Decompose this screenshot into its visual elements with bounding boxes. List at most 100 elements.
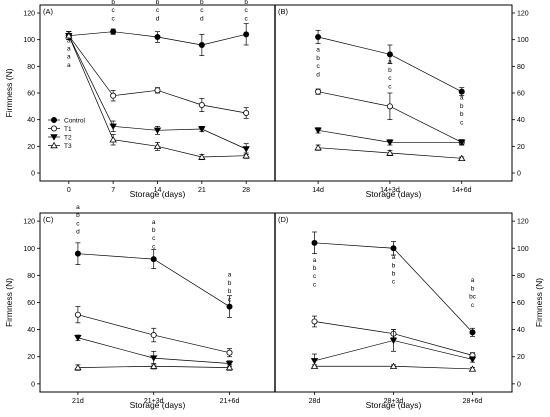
data-point: [109, 123, 117, 130]
data-point: [310, 362, 319, 369]
significance-letter: c: [228, 296, 232, 303]
x-tick-label: 0: [67, 187, 71, 194]
significance-letter: c: [313, 273, 317, 280]
y-tick-label: 0: [31, 171, 35, 178]
significance-letter: c: [471, 302, 475, 309]
significance-letter: d: [316, 71, 320, 78]
significance-letter: c: [76, 220, 80, 227]
y-tick-label: 40: [27, 327, 35, 334]
y-tick-label: 40: [27, 117, 35, 124]
significance-letter: d: [76, 229, 80, 236]
y-tick-label: 80: [27, 64, 35, 71]
significance-letter: c: [245, 15, 249, 22]
x-tick-label: 21: [198, 187, 206, 194]
plot-frame: [39, 212, 276, 393]
legend-entry: T3: [64, 143, 72, 150]
significance-letter: a: [67, 54, 71, 61]
significance-letter: c: [316, 63, 320, 70]
significance-letter: d: [156, 15, 160, 22]
data-point: [386, 103, 393, 110]
x-tick-label: 14+6d: [452, 187, 472, 194]
significance-letter: b: [76, 212, 80, 219]
significance-letter: b: [392, 271, 396, 278]
x-tick-label: 14: [154, 187, 162, 194]
y-tick-label: 20: [517, 144, 525, 151]
significance-letter: c: [460, 119, 464, 126]
data-point: [225, 364, 234, 371]
data-point: [386, 139, 394, 146]
x-tick-label: 21+3d: [144, 398, 164, 405]
legend-marker: [50, 134, 58, 141]
significance-letter: c: [388, 83, 392, 90]
significance-letter: b: [316, 55, 320, 62]
data-point: [198, 42, 205, 49]
significance-letter: c: [388, 75, 392, 82]
y-tick-label: 60: [517, 91, 525, 98]
significance-letter: b: [244, 0, 248, 6]
data-point: [468, 356, 477, 364]
significance-letter: b: [111, 0, 115, 6]
y-tick-label: 80: [517, 64, 525, 71]
y-tick-label: 0: [517, 171, 521, 178]
data-point: [311, 239, 318, 246]
significance-letter: b: [156, 0, 160, 6]
significance-letter: c: [112, 7, 116, 14]
x-axis-title: Storage (days): [366, 189, 422, 199]
data-point: [226, 349, 233, 356]
significance-letter: b: [388, 67, 392, 74]
significance-letter: a: [228, 272, 232, 279]
y-tick-label: 20: [517, 354, 525, 361]
series-t3: [314, 144, 466, 162]
data-point: [386, 149, 394, 156]
y-tick-label: 100: [23, 246, 35, 253]
significance-letter: c: [152, 243, 156, 250]
x-tick-label: 21+6d: [220, 398, 240, 405]
panel-label: (B): [278, 7, 289, 16]
series-t3: [74, 362, 234, 371]
significance-letter: a: [313, 257, 317, 264]
data-point: [154, 34, 161, 41]
data-point: [150, 332, 157, 339]
x-tick-label: 28: [242, 187, 250, 194]
data-point: [242, 152, 250, 159]
significance-letter: b: [471, 285, 475, 292]
series-t3: [65, 31, 250, 161]
y-tick-label: 0: [517, 381, 521, 388]
series-t2: [310, 329, 477, 368]
panel-b: (B) 0 20 40 60 80 100 120 14d 14+3d 14+6d Storage (…: [274, 4, 529, 199]
series-control: [311, 231, 476, 337]
y-tick-label: 100: [517, 37, 529, 44]
plot-frame: [274, 4, 513, 182]
series-line: [68, 35, 247, 114]
series-t1: [315, 88, 465, 146]
significance-letter: a: [471, 277, 475, 284]
series-t1: [65, 31, 250, 119]
data-point: [311, 318, 318, 325]
legend-marker: [50, 141, 58, 149]
series-t3: [310, 362, 477, 372]
series-control: [315, 29, 465, 97]
data-point: [458, 154, 466, 162]
panel-label: (C): [43, 215, 54, 224]
data-point: [468, 365, 477, 372]
significance-letter: c: [156, 7, 160, 14]
data-point: [150, 355, 158, 362]
x-tick-label: 14d: [312, 187, 324, 194]
significance-letter: a: [388, 59, 392, 66]
data-point: [386, 51, 393, 58]
x-tick-label: 28+3d: [384, 398, 404, 405]
series-t2: [314, 127, 466, 146]
y-tick-label: 120: [23, 219, 35, 226]
data-point: [154, 87, 161, 94]
legend-entry: T1: [64, 126, 72, 133]
significance-letter: c: [313, 281, 317, 288]
data-point: [109, 136, 117, 143]
significance-letter: c: [112, 15, 116, 22]
x-axis-title: Storage (days): [366, 400, 422, 410]
significance-letter: a: [152, 219, 156, 226]
data-point: [74, 250, 81, 257]
significance-letter: d: [200, 15, 204, 22]
data-point: [74, 335, 82, 342]
y-axis-title: Firmness (N): [534, 278, 544, 327]
significance-letter: a: [67, 62, 71, 69]
